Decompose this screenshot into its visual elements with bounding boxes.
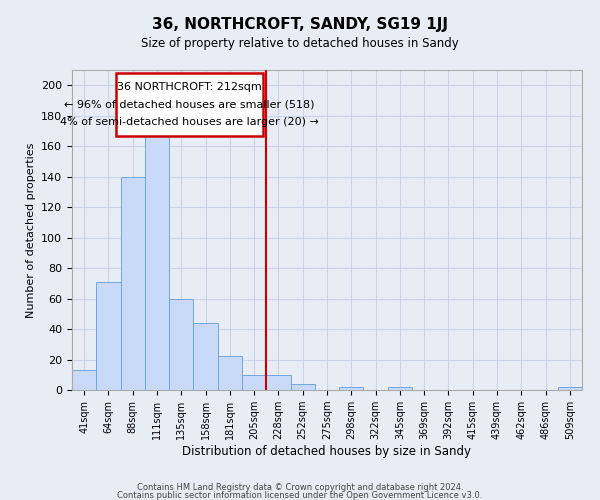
Bar — [96, 282, 121, 390]
Bar — [339, 387, 364, 390]
Text: Contains HM Land Registry data © Crown copyright and database right 2024.: Contains HM Land Registry data © Crown c… — [137, 484, 463, 492]
Bar — [72, 370, 96, 390]
Text: 36, NORTHCROFT, SANDY, SG19 1JJ: 36, NORTHCROFT, SANDY, SG19 1JJ — [152, 18, 448, 32]
Text: Size of property relative to detached houses in Sandy: Size of property relative to detached ho… — [141, 38, 459, 51]
Y-axis label: Number of detached properties: Number of detached properties — [26, 142, 35, 318]
Bar — [121, 176, 145, 390]
Text: ← 96% of detached houses are smaller (518): ← 96% of detached houses are smaller (51… — [64, 100, 314, 110]
Bar — [290, 384, 315, 390]
Bar — [218, 356, 242, 390]
Bar — [388, 387, 412, 390]
Bar — [145, 136, 169, 390]
Bar — [169, 298, 193, 390]
Bar — [193, 323, 218, 390]
Text: 36 NORTHCROFT: 212sqm: 36 NORTHCROFT: 212sqm — [117, 82, 262, 92]
Bar — [558, 387, 582, 390]
Bar — [266, 375, 290, 390]
FancyBboxPatch shape — [116, 73, 263, 136]
Text: 4% of semi-detached houses are larger (20) →: 4% of semi-detached houses are larger (2… — [60, 117, 319, 127]
Text: Contains public sector information licensed under the Open Government Licence v3: Contains public sector information licen… — [118, 491, 482, 500]
X-axis label: Distribution of detached houses by size in Sandy: Distribution of detached houses by size … — [182, 445, 472, 458]
Bar — [242, 375, 266, 390]
